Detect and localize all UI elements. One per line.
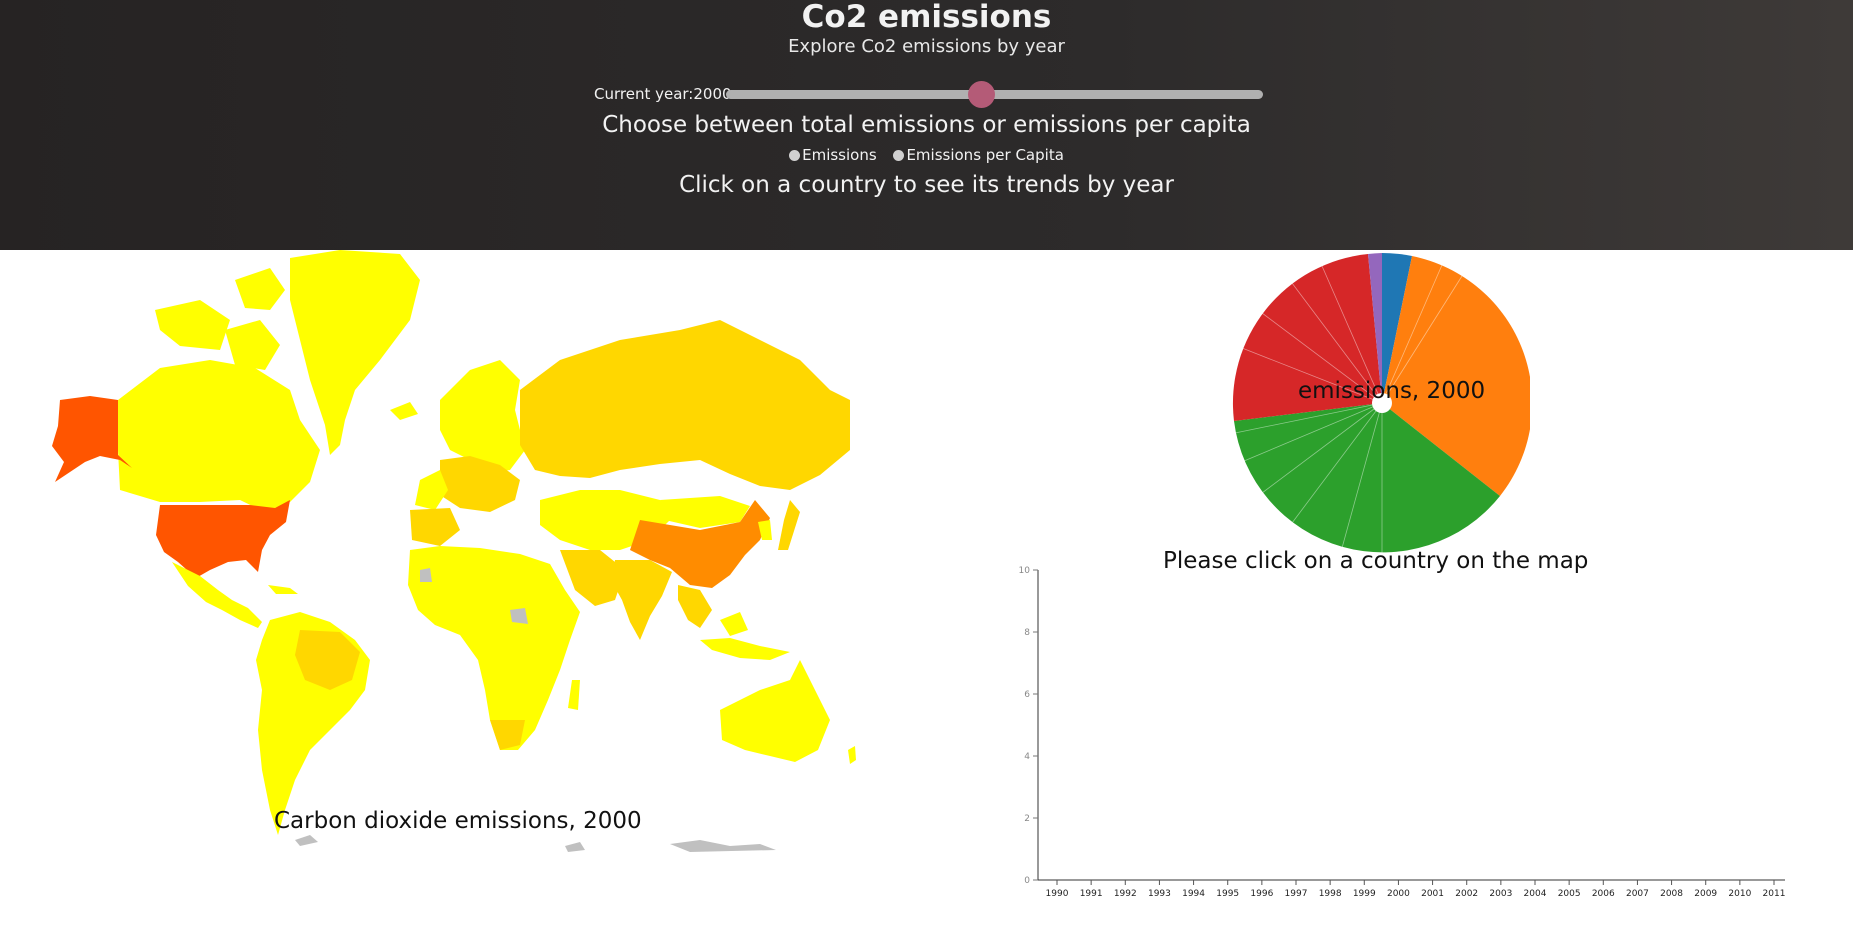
page-title: Co2 emissions [801,0,1052,35]
header: Co2 emissions Explore Co2 emissions by y… [0,0,1853,250]
radio-emissions-label: Emissions [802,146,877,164]
x-tick-label: 2006 [1592,889,1615,899]
map-country[interactable] [420,568,432,582]
map-country[interactable] [520,320,850,490]
y-tick-label: 10 [1019,566,1031,576]
map-country[interactable] [700,638,790,660]
x-tick-label: 1994 [1182,889,1205,899]
map-country[interactable] [408,546,580,750]
map-country[interactable] [678,585,712,628]
x-tick-label: 1996 [1250,889,1273,899]
x-tick-label: 1990 [1046,889,1069,899]
map-country[interactable] [440,360,525,472]
y-tick-label: 6 [1024,690,1030,700]
map-country[interactable] [390,402,418,420]
year-slider-thumb[interactable] [968,81,995,108]
x-tick-label: 2004 [1524,889,1547,899]
x-tick-label: 2003 [1489,889,1512,899]
radio-per-capita[interactable]: Emissions per Capita [893,146,1064,164]
map-country[interactable] [565,842,585,852]
pie-chart [1232,252,1530,553]
map-country[interactable] [172,562,262,628]
year-slider-label: Current year:2000 [594,85,732,103]
x-tick-label: 1998 [1319,889,1342,899]
mode-radio-group: Emissions Emissions per Capita [0,146,1853,165]
mode-instruction: Choose between total emissions or emissi… [602,112,1251,138]
map-caption: Carbon dioxide emissions, 2000 [274,808,642,834]
x-tick-label: 2002 [1455,889,1478,899]
map-country[interactable] [510,608,528,624]
pie-slice-blue[interactable] [1382,252,1412,403]
map-country[interactable] [268,585,298,594]
pie-slice-green[interactable] [1234,403,1500,553]
x-tick-label: 1993 [1148,889,1171,899]
map-country[interactable] [295,835,318,846]
map-country[interactable] [758,520,772,540]
x-tick-label: 1991 [1080,889,1103,899]
x-tick-label: 2007 [1626,889,1649,899]
map-country[interactable] [415,470,448,510]
pie-center-label: emissions, 2000 [1298,378,1486,404]
radio-per-capita-label: Emissions per Capita [906,146,1064,164]
x-tick-label: 2005 [1558,889,1581,899]
click-hint: Click on a country to see its trends by … [679,172,1174,198]
trend-line-chart: 0 2 4 6 8 10 1990 1991 1992 1993 1994 1995 1996 1997 1… [1019,566,1786,899]
y-tick-label: 2 [1024,814,1030,824]
map-country[interactable] [490,720,525,750]
pie-slice-red[interactable] [1232,254,1382,421]
x-tick-label: 2008 [1660,889,1683,899]
x-tick-label: 1995 [1216,889,1239,899]
map-country[interactable] [670,840,776,852]
map-country[interactable] [778,500,800,550]
map-country[interactable] [295,630,360,690]
pie-hint: Please click on a country on the map [1163,548,1589,574]
pie-slice-orange[interactable] [1382,256,1530,496]
radio-emissions[interactable]: Emissions [789,146,877,164]
map-country[interactable] [660,496,750,528]
map-country[interactable] [235,268,285,310]
x-tick-label: 2000 [1387,889,1410,899]
map-country[interactable] [156,500,290,578]
y-tick-label: 0 [1024,876,1030,886]
map-country[interactable] [118,360,320,512]
world-map [52,250,856,852]
map-country[interactable] [560,550,625,606]
x-tick-label: 2001 [1421,889,1444,899]
radio-per-capita-dot[interactable] [893,149,905,161]
pie-center-hole [1372,393,1392,413]
map-country[interactable] [720,612,748,636]
page-subtitle: Explore Co2 emissions by year [788,36,1065,57]
map-country[interactable] [410,508,460,546]
x-tick-label: 2011 [1763,889,1786,899]
x-tick-label: 1999 [1353,889,1376,899]
map-country[interactable] [848,746,856,764]
map-country[interactable] [720,660,830,762]
map-country[interactable] [440,456,520,512]
map-country[interactable] [630,500,770,588]
map-country[interactable] [290,250,420,455]
x-tick-label: 1997 [1285,889,1308,899]
map-country[interactable] [52,396,132,482]
radio-emissions-dot[interactable] [789,149,801,161]
y-tick-label: 4 [1024,752,1030,762]
y-tick-label: 8 [1024,628,1030,638]
map-country[interactable] [612,560,672,640]
x-tick-label: 2009 [1694,889,1717,899]
map-country[interactable] [155,300,230,350]
x-tick-label: 1992 [1114,889,1137,899]
pie-slice-purple[interactable] [1368,253,1382,403]
map-country[interactable] [568,680,580,710]
x-tick-label: 2010 [1728,889,1751,899]
map-country[interactable] [225,320,280,370]
